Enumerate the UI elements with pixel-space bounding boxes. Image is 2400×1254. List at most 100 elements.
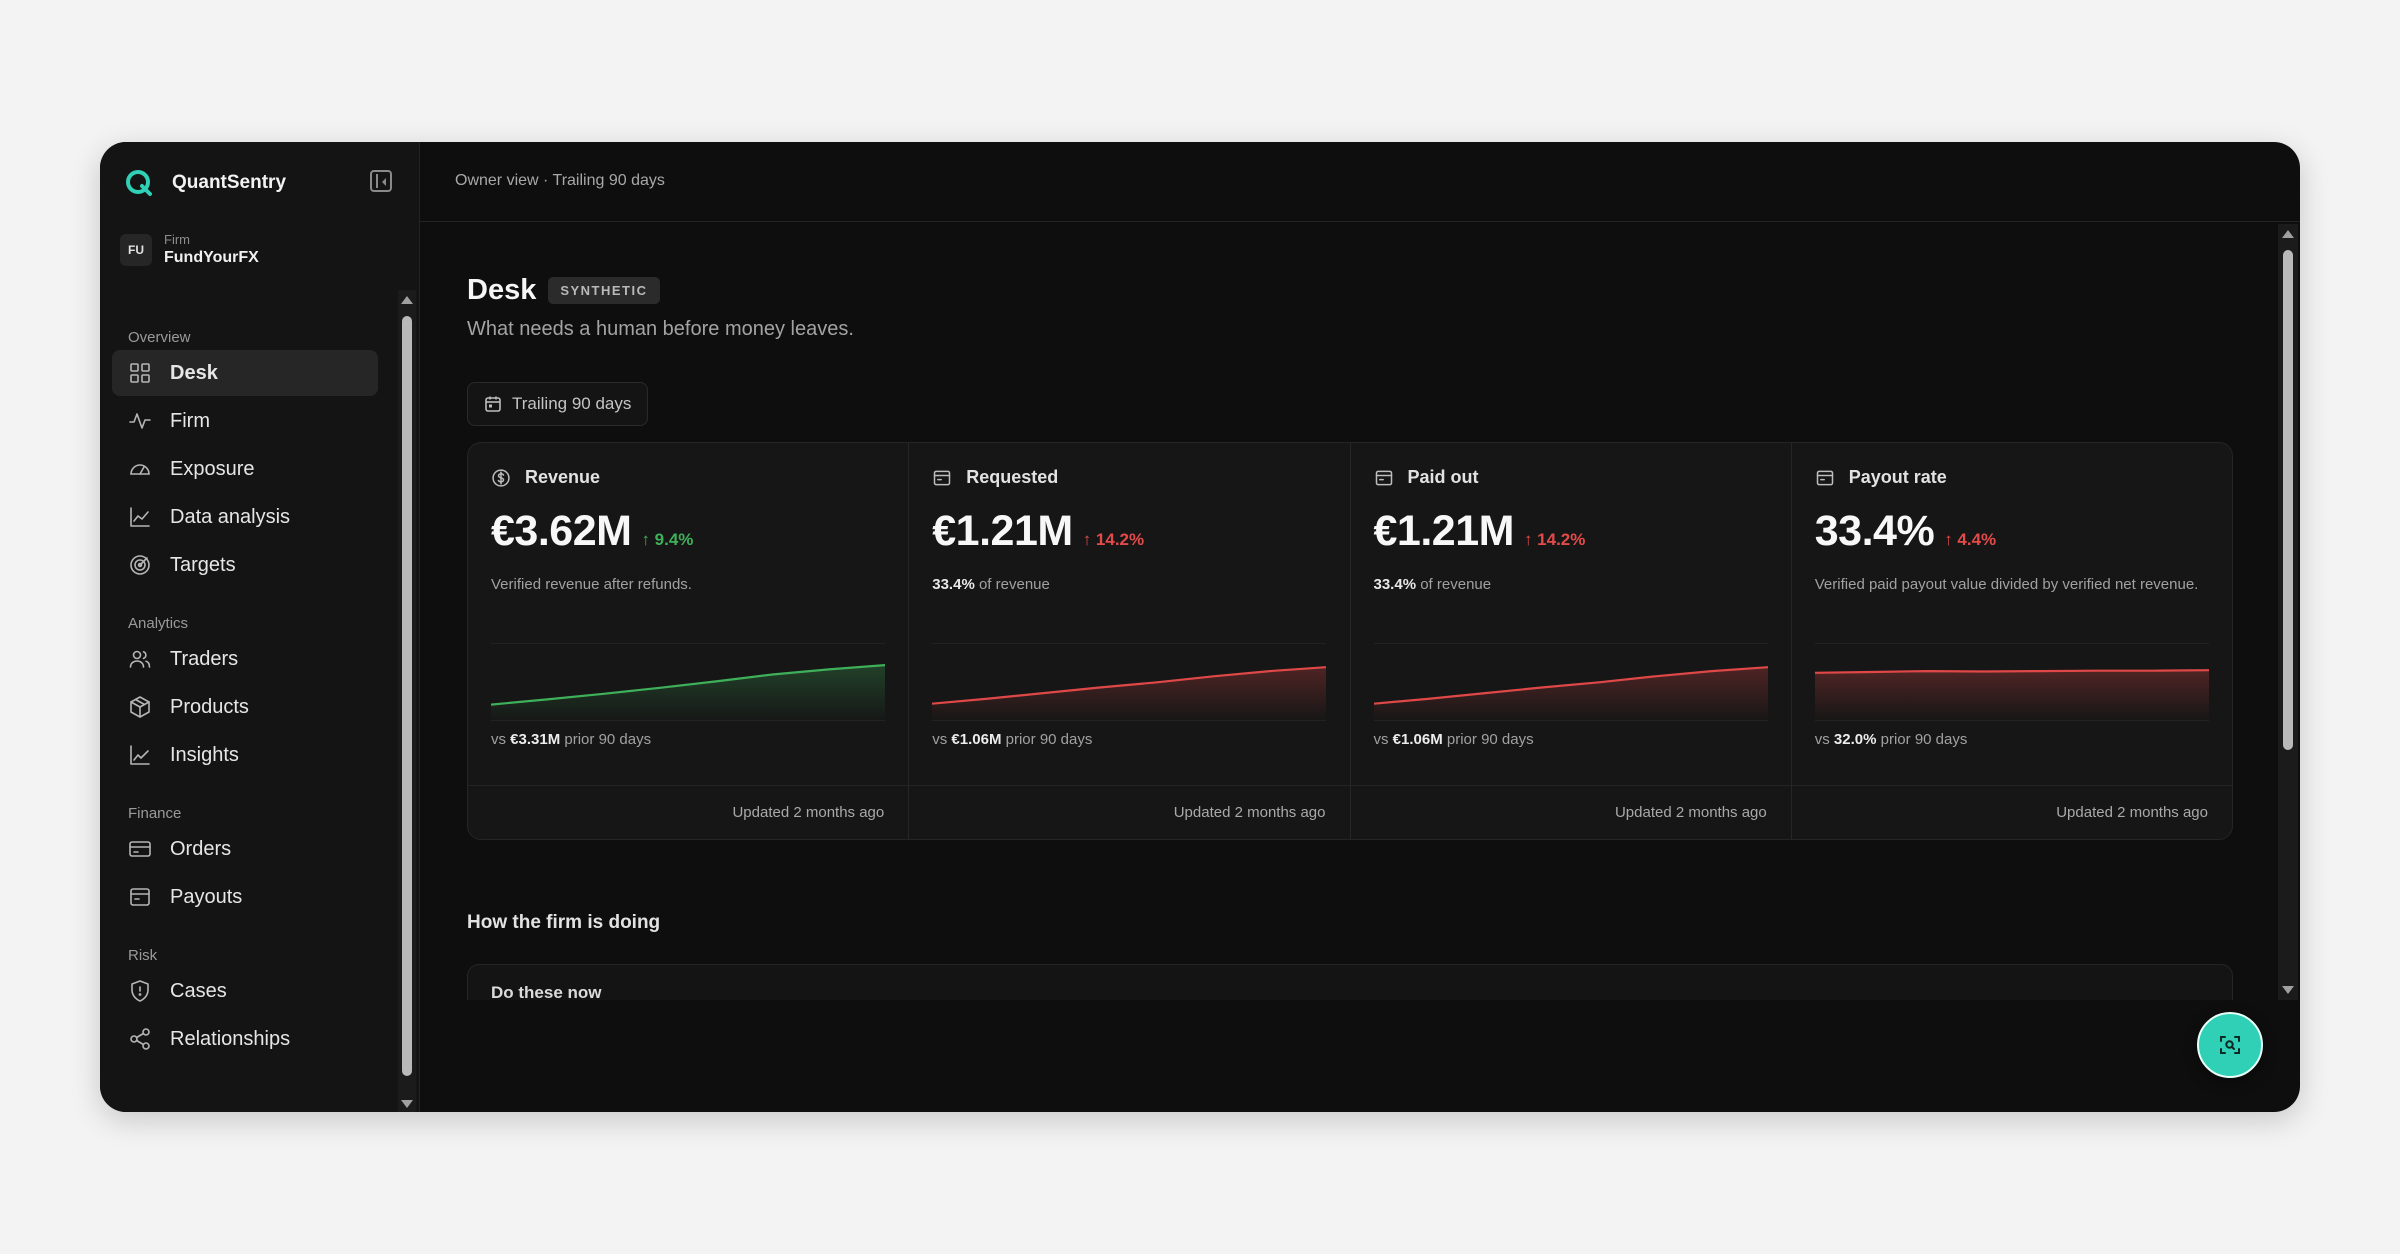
sidebar-item-payouts[interactable]: Payouts [112,874,378,920]
brand[interactable]: QuantSentry [124,166,286,200]
sparkline-svg [491,664,885,722]
prior-value: €1.06M [951,731,1002,748]
prior-prefix: vs [491,731,506,748]
sidebar-item-traders[interactable]: Traders [112,636,378,682]
sparkline-line [1373,666,1768,705]
card-value: €1.21M [1373,507,1515,555]
card-description-emphasis: 33.4% [932,576,975,593]
scrollbar-thumb[interactable] [2283,250,2293,750]
card-description-text: of revenue [974,576,1050,593]
card-updated: Updated 2 months ago [1614,804,1767,821]
collapse-sidebar-icon[interactable] [370,170,392,192]
main-content: Desk SYNTHETIC What needs a human before… [420,222,2277,1000]
section-title: How the firm is doing [467,912,661,933]
card-prior-period: vs €3.31M prior 90 days [491,731,651,748]
scrollbar-thumb[interactable] [402,316,412,1076]
firm-label: Firm [164,232,190,247]
page-subtitle: What needs a human before money leaves. [467,318,854,340]
card-description-emphasis: 33.4% [1373,576,1417,593]
main-scrollbar[interactable] [2278,224,2298,1000]
sidebar-item-products[interactable]: Products [112,684,378,730]
sidebar-item-label: Insights [170,743,239,766]
app-window: QuantSentry FU Firm FundYourFX Overview D… [100,142,2300,1112]
sparkline-area [491,665,885,722]
prior-prefix: vs [1814,731,1830,748]
card-description-text: Verified paid payout value divided by ve… [1814,576,2199,593]
app-name: QuantSentry [172,172,287,193]
dollar-icon [491,468,511,488]
sparkline [491,643,885,722]
card-value: 33.4% [1814,507,1935,555]
sparkline-area [932,667,1327,722]
prior-suffix: prior 90 days [1880,731,1968,748]
sidebar-item-insights[interactable]: Insights [112,732,378,778]
kpi-cards: Revenue €3.62M ↑ 9.4% Verified revenue afte… [467,442,2233,840]
card-value: €1.21M [932,507,1073,555]
page-title: Desk [467,274,537,306]
firm-switcher[interactable]: FU Firm FundYourFX [120,232,259,267]
card-value-row: 33.4% ↑ 4.4% [1815,507,1996,556]
sparkline [1814,643,2209,722]
scroll-down-arrow-icon[interactable] [401,1100,413,1108]
card-value-row: €1.21M ↑ 14.2% [1374,507,1586,556]
scroll-up-arrow-icon[interactable] [2282,230,2294,238]
shield-icon [128,979,152,1003]
kpi-card-requested[interactable]: Requested €1.21M ↑ 14.2% 33.4% of revenue vs… [909,443,1351,839]
sidebar-item-data-analysis[interactable]: Data analysis [112,494,378,540]
card-title: Payout rate [1848,467,1947,487]
sparkline-area [1373,667,1768,722]
sidebar-item-exposure[interactable]: Exposure [112,446,378,492]
kpi-card-paid-out[interactable]: Paid out €1.21M ↑ 14.2% 33.4% of revenue vs … [1350,443,1792,839]
card-description-text: of revenue [1416,576,1492,593]
card-prior-period: vs 32.0% prior 90 days [1815,731,1968,748]
scroll-up-arrow-icon[interactable] [401,296,413,304]
date-range-button[interactable]: Trailing 90 days [467,382,649,426]
scan-icon [2220,1036,2240,1054]
wallet-icon [128,885,152,909]
card-value-row: €1.21M ↑ 14.2% [932,507,1144,556]
prior-suffix: prior 90 days [564,731,652,748]
sidebar-item-desk[interactable]: Desk [112,350,378,396]
package-icon [128,695,152,719]
sidebar-item-label: Firm [170,409,210,432]
prior-value: €3.31M [510,731,561,748]
scroll-down-arrow-icon[interactable] [2282,986,2294,994]
sidebar-item-label: Orders [170,837,232,860]
sparkline-area [1814,670,2209,722]
prior-suffix: prior 90 days [1446,731,1534,748]
nav-section-finance: Finance [128,805,182,822]
card-footer: Updated 2 months ago [909,785,1350,839]
card-delta: ↑ 4.4% [1944,530,1997,549]
sidebar-scrollbar[interactable] [398,290,416,1112]
grid-icon [128,361,152,385]
prior-value: 32.0% [1833,731,1877,748]
card-value: €3.62M [491,507,632,555]
line-chart-icon [128,505,152,529]
users-icon [128,647,152,671]
sidebar-item-firm[interactable]: Firm [112,398,378,444]
quantsentry-logo-icon [126,170,152,196]
card-updated: Updated 2 months ago [2056,804,2208,821]
card-delta: ↑ 14.2% [1082,530,1145,549]
kpi-card-payout-rate[interactable]: Payout rate 33.4% ↑ 4.4% Verified paid payo… [1791,443,2232,839]
scan-action-button[interactable] [2197,1012,2263,1078]
card-updated: Updated 2 months ago [732,804,885,821]
card-header: Revenue [491,467,600,488]
sparkline-svg [932,666,1327,722]
view-context: Owner view · Trailing 90 days [455,172,665,189]
card-header: Requested [932,467,1058,488]
sidebar-item-relationships[interactable]: Relationships [112,1016,378,1062]
prior-value: €1.06M [1392,731,1443,748]
sidebar-item-orders[interactable]: Orders [112,826,378,872]
activity-icon [128,409,152,433]
sidebar-item-targets[interactable]: Targets [112,542,378,588]
kpi-card-revenue[interactable]: Revenue €3.62M ↑ 9.4% Verified revenue afte… [468,443,910,839]
sidebar-item-cases[interactable]: Cases [112,968,378,1014]
sparkline-line [1814,669,2209,674]
sidebar-item-label: Exposure [170,457,255,480]
trend-icon [128,743,152,767]
sidebar-item-label: Desk [170,361,218,384]
prior-prefix: vs [1373,731,1389,748]
wallet-icon [932,468,952,488]
do-these-now-panel[interactable]: Do these now [467,964,2233,1000]
